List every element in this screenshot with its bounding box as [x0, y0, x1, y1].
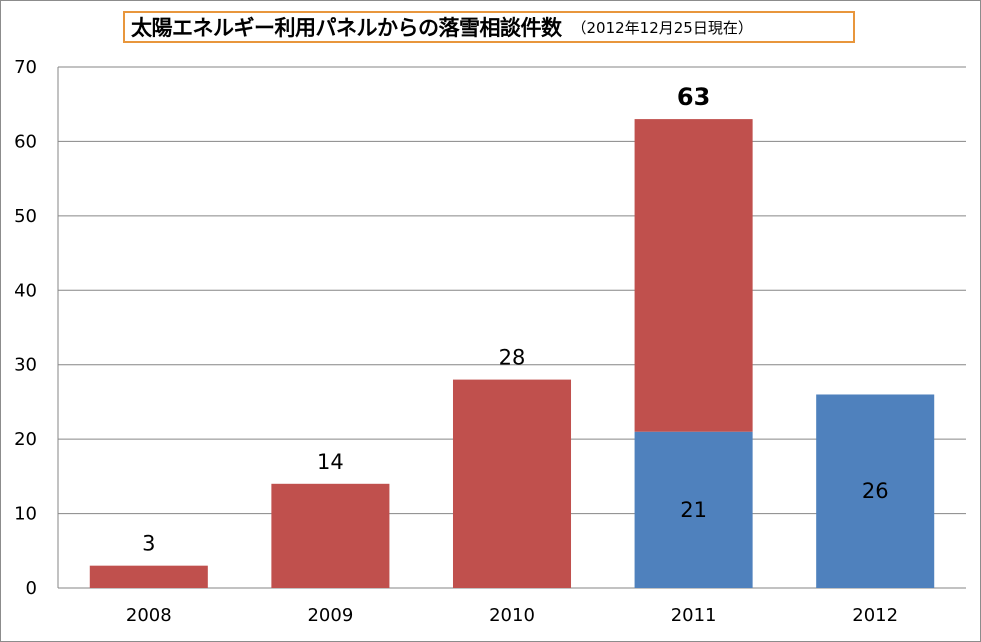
y-tick-label: 70	[14, 57, 37, 78]
data-label: 14	[317, 450, 344, 474]
bar	[634, 431, 753, 588]
bar	[816, 394, 935, 588]
data-label: 63	[677, 83, 710, 111]
y-tick-label: 30	[14, 355, 37, 376]
x-tick-label: 2008	[126, 605, 172, 626]
chart-title: 太陽エネルギー利用パネルからの落雪相談件数	[131, 16, 562, 40]
bar	[634, 119, 753, 432]
y-tick-label: 20	[14, 429, 37, 450]
chart-title-box: 太陽エネルギー利用パネルからの落雪相談件数 （2012年12月25日現在）	[123, 11, 855, 43]
y-tick-label: 10	[14, 504, 37, 525]
x-tick-label: 2010	[489, 605, 535, 626]
x-tick-label: 2009	[307, 605, 353, 626]
bar	[452, 379, 572, 588]
y-tick-label: 60	[14, 131, 37, 152]
x-tick-label: 2012	[852, 605, 898, 626]
data-label: 3	[142, 532, 155, 556]
y-tick-label: 40	[14, 280, 37, 301]
bar	[89, 565, 208, 588]
data-label: 21	[680, 498, 707, 522]
bar	[271, 483, 390, 588]
y-tick-label: 0	[26, 578, 37, 599]
chart-subtitle: （2012年12月25日現在）	[571, 18, 753, 37]
data-label: 26	[862, 479, 889, 503]
y-tick-label: 50	[14, 206, 37, 227]
x-tick-label: 2011	[671, 605, 717, 626]
data-label: 28	[499, 346, 526, 370]
